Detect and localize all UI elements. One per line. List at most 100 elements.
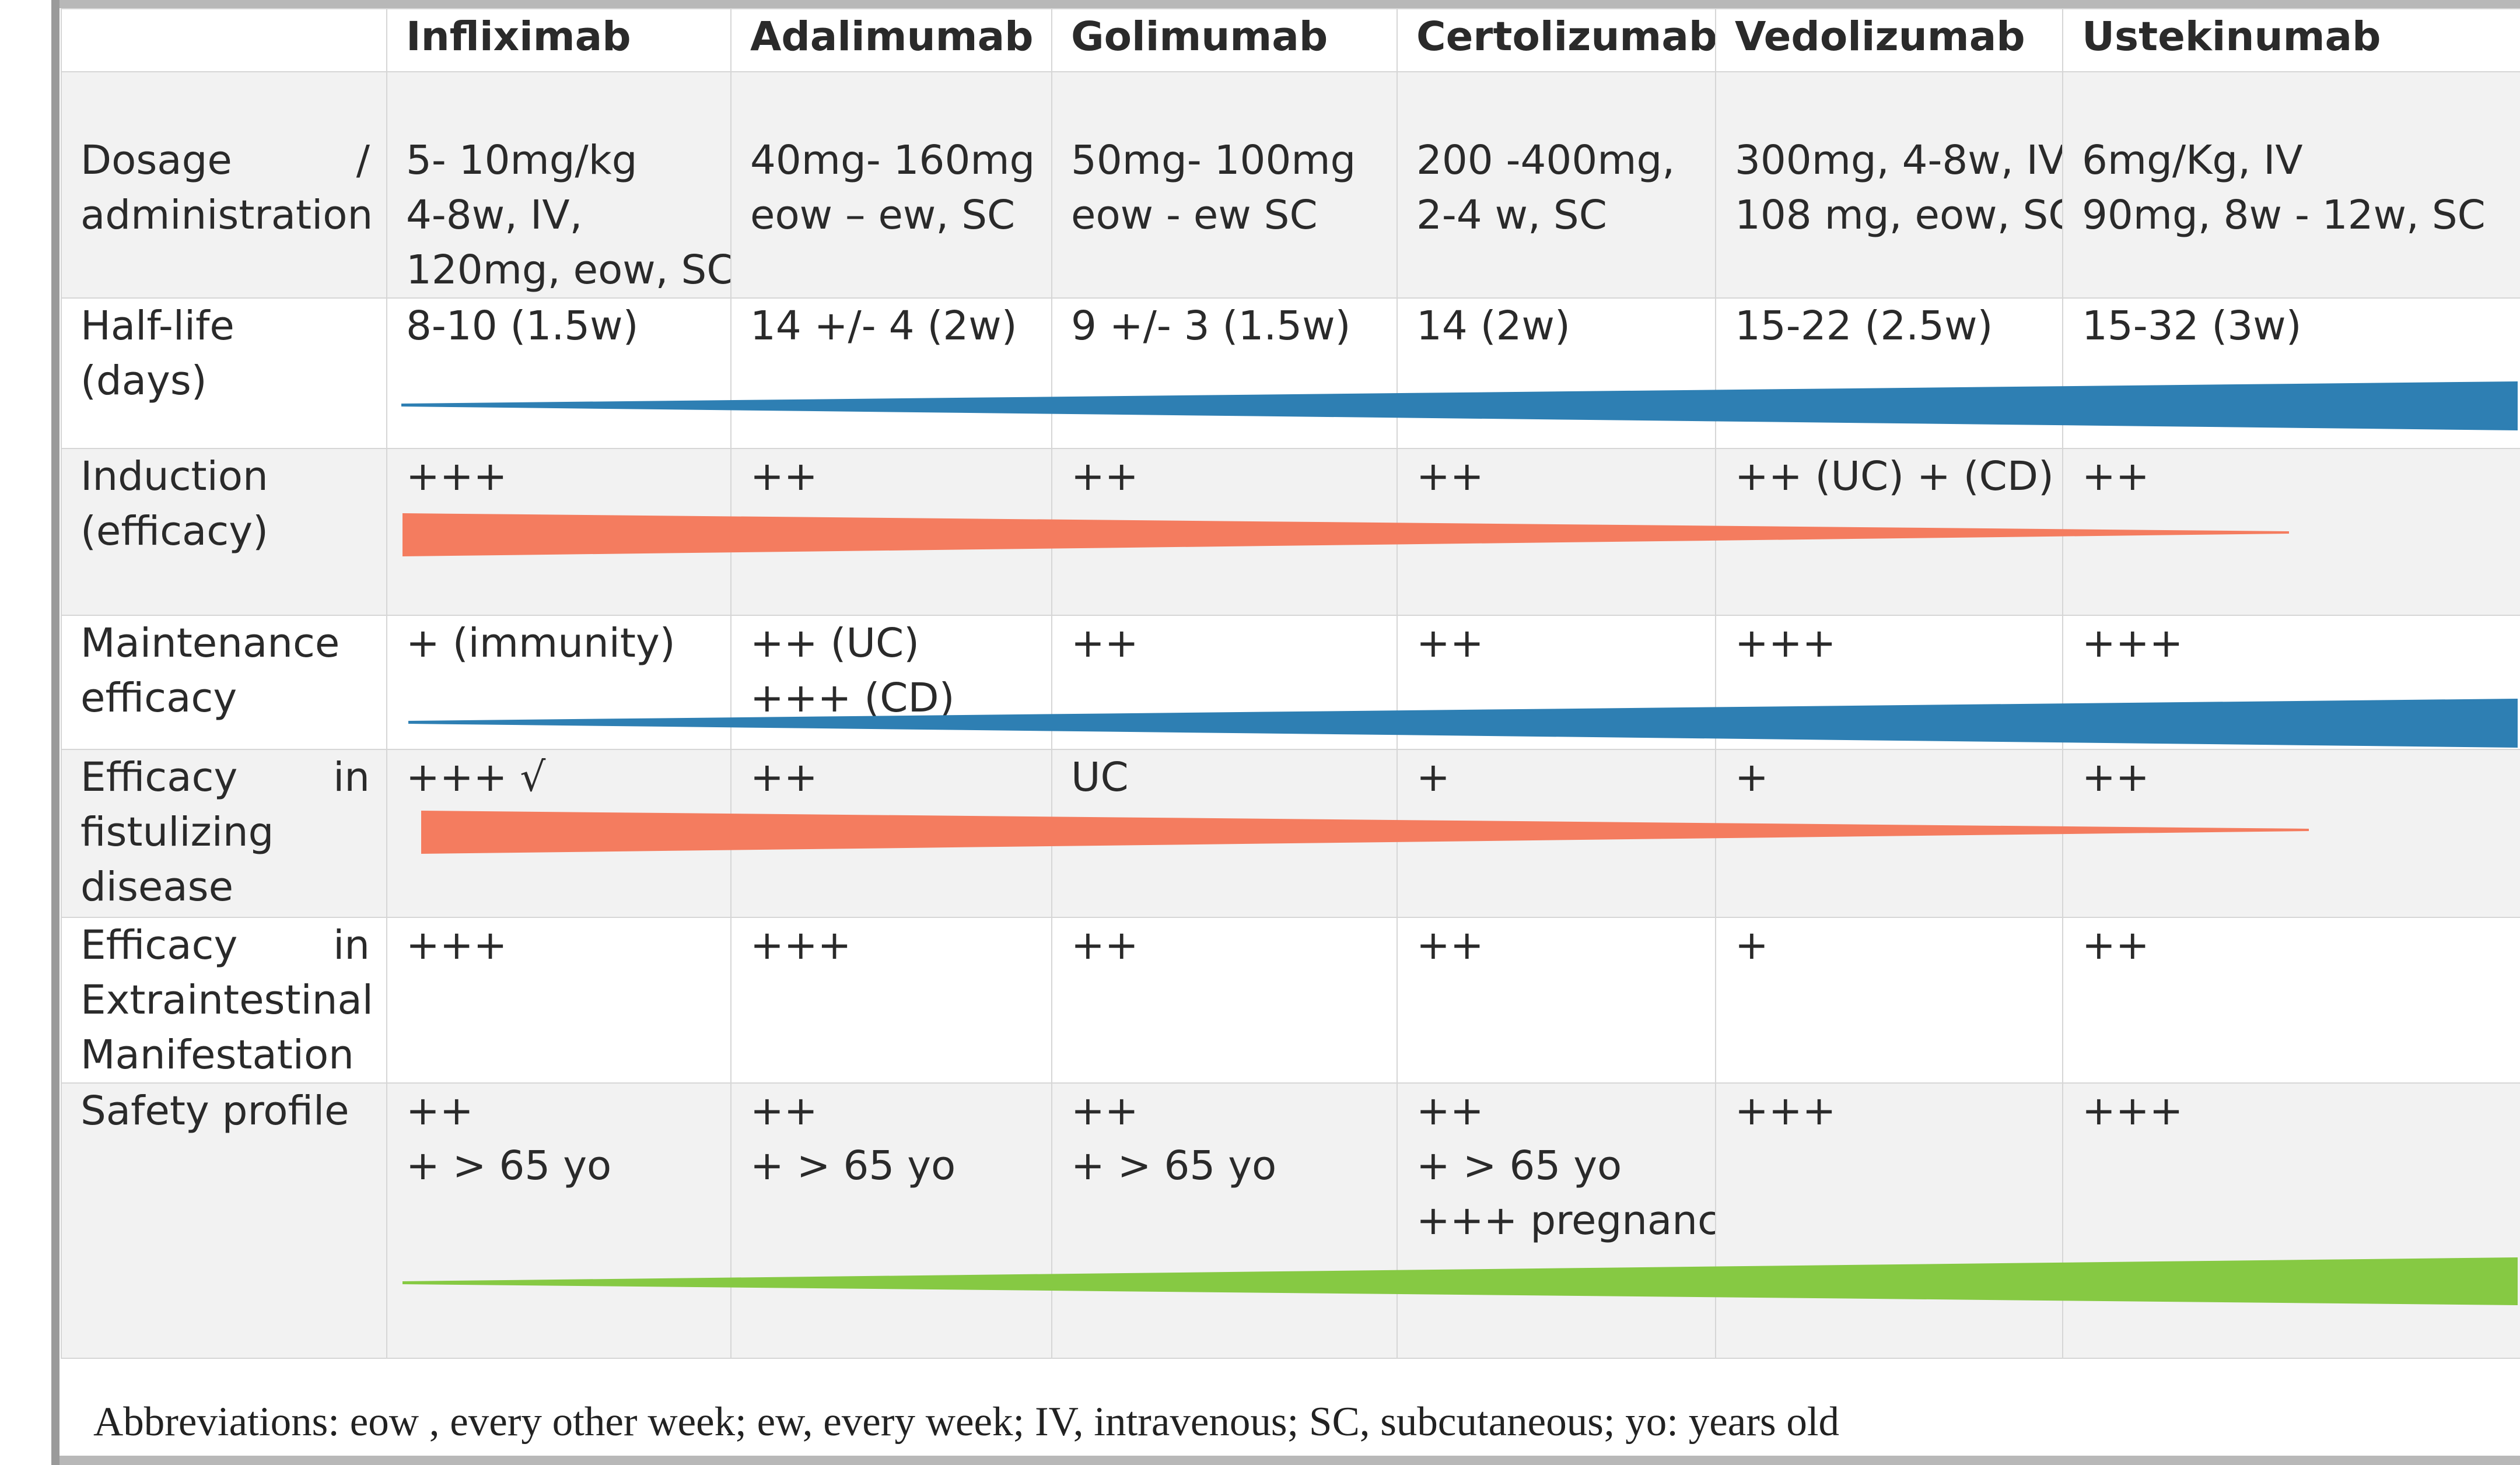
cell-line: +++ — [2082, 620, 2183, 667]
cell-line: 50mg- 100mg — [1071, 137, 1356, 184]
table-cell: ++ — [1396, 615, 1716, 750]
table-cell: 6mg/Kg, IV 90mg, 8w - 12w, SC — [2062, 71, 2520, 299]
cell-line: 5- 10mg/kg — [406, 137, 638, 184]
cell-line: ++ — [1071, 453, 1139, 500]
table-cell: + (immunity) — [386, 615, 732, 750]
cell-line: +++ — [2082, 1088, 2183, 1134]
cell-line: 108 mg, eow, SC — [1735, 192, 2063, 239]
table-row: Efficacy in fistulizing disease +++ √ ++ UC… — [61, 749, 2520, 918]
table-cell: ++ — [730, 749, 1052, 918]
column-header: Certolizumab — [1396, 8, 1716, 72]
cell-line: 90mg, 8w - 12w, SC — [2082, 192, 2486, 239]
cell-line: +++ — [1735, 1088, 1836, 1134]
table-cell: +++ — [2062, 1082, 2520, 1359]
column-header: Vedolizumab — [1715, 8, 2063, 72]
table-cell: 14 (2w) — [1396, 297, 1716, 449]
table-row: Safety profile ++ + > 65 yo ++ + > 65 yo ++ + … — [61, 1082, 2520, 1359]
table-cell: 5- 10mg/kg 4-8w, IV, 120mg, eow, SC — [386, 71, 732, 299]
cell-line: ++ — [1071, 922, 1139, 969]
cell-line: +++ — [1735, 620, 1836, 667]
table-cell: 15-32 (3w) — [2062, 297, 2520, 449]
row-label: Half-life (days) — [61, 297, 387, 449]
cell-line: ++ — [1071, 620, 1139, 667]
cell-line: eow - ew SC — [1071, 192, 1318, 239]
cell-line: 9 +/- 3 (1.5w) — [1071, 303, 1351, 349]
table-cell: UC — [1051, 749, 1398, 918]
table-row: Half-life (days) 8-10 (1.5w) 14 +/- 4 (2w)… — [61, 297, 2520, 449]
cell-line: ++ — [750, 754, 818, 801]
cell-line: + — [1416, 754, 1450, 801]
table-cell: +++ — [730, 917, 1052, 1084]
row-label: Dosage / administration — [61, 71, 387, 299]
cell-line: + — [1735, 922, 1769, 969]
table-cell: ++ — [730, 448, 1052, 616]
table-cell: 8-10 (1.5w) — [386, 297, 732, 449]
cell-line: 8-10 (1.5w) — [406, 303, 639, 349]
column-header: Infliximab — [386, 8, 732, 72]
cell-line: 300mg, 4-8w, IV — [1735, 137, 2063, 184]
table-cell: ++ (UC) + (CD) — [1715, 448, 2063, 616]
table-row: Dosage / administration 5- 10mg/kg 4-8w, I… — [61, 71, 2520, 299]
cell-line: +++ (CD) — [750, 675, 955, 721]
row-label: Maintenance efficacy — [61, 615, 387, 750]
table-cell: ++ + > 65 yo — [730, 1082, 1052, 1359]
cell-line: ++ — [1416, 453, 1484, 500]
top-border — [60, 0, 2520, 8]
cell-line: ++ — [750, 1088, 818, 1134]
cell-line: ++ — [1416, 1088, 1484, 1134]
table-cell: 200 -400mg, 2-4 w, SC — [1396, 71, 1716, 299]
table-cell: 300mg, 4-8w, IV 108 mg, eow, SC — [1715, 71, 2063, 299]
table-cell: +++ — [1715, 615, 2063, 750]
table-cell: ++ — [1051, 615, 1398, 750]
table-cell: ++ — [1396, 917, 1716, 1084]
table-cell: ++ — [2062, 917, 2520, 1084]
table-row: Efficacy in Extraintestinal Manifestatio… — [61, 917, 2520, 1084]
table-cell: ++ — [1396, 448, 1716, 616]
cell-line: + (immunity) — [406, 620, 676, 667]
column-header: Golimumab — [1051, 8, 1398, 72]
cell-line: ++ — [1416, 620, 1484, 667]
cell-line: 15-22 (2.5w) — [1735, 303, 1993, 349]
table-cell: +++ — [2062, 615, 2520, 750]
cell-line: 2-4 w, SC — [1416, 192, 1607, 239]
cell-line: +++ — [406, 453, 508, 500]
cell-line: ++ — [2082, 453, 2150, 500]
column-header: Ustekinumab — [2062, 8, 2520, 72]
cell-line: ++ — [1071, 1088, 1139, 1134]
cell-line: + > 65 yo — [406, 1142, 612, 1189]
header-row: Infliximab Adalimumab Golimumab Certoliz… — [61, 8, 2520, 72]
table-cell: 14 +/- 4 (2w) — [730, 297, 1052, 449]
cell-line: 200 -400mg, — [1416, 137, 1675, 184]
table-cell: 40mg- 160mg eow – ew, SC — [730, 71, 1052, 299]
cell-line: 14 (2w) — [1416, 303, 1570, 349]
cell-line: ++ — [2082, 754, 2150, 801]
table-cell: 50mg- 100mg eow - ew SC — [1051, 71, 1398, 299]
table-cell: ++ (UC) +++ (CD) — [730, 615, 1052, 750]
table-cell: ++ — [2062, 448, 2520, 616]
cell-line: UC — [1071, 754, 1129, 801]
table-cell: ++ — [2062, 749, 2520, 918]
cell-line: ++ — [2082, 922, 2150, 969]
abbreviations-footnote: Abbreviations: eow , every other week; e… — [93, 1399, 1840, 1445]
left-border — [51, 0, 60, 1465]
row-label: Efficacy in fistulizing disease — [61, 749, 387, 918]
table-cell: 9 +/- 3 (1.5w) — [1051, 297, 1398, 449]
table-row: Induction (efficacy) +++ ++ ++ ++ ++ (UC) + (… — [61, 448, 2520, 616]
cell-line: + > 65 yo — [1071, 1142, 1277, 1189]
column-header: Adalimumab — [730, 8, 1052, 72]
cell-line: + — [1735, 754, 1769, 801]
table-cell: 15-22 (2.5w) — [1715, 297, 2063, 449]
bottom-border — [60, 1456, 2520, 1465]
table-cell: + — [1396, 749, 1716, 918]
cell-line: 120mg, eow, SC — [406, 247, 731, 293]
table-cell: + — [1715, 917, 2063, 1084]
comparison-table: Infliximab Adalimumab Golimumab Certoliz… — [61, 8, 2520, 1359]
table-cell: ++ + > 65 yo — [1051, 1082, 1398, 1359]
table-cell: + — [1715, 749, 2063, 918]
cell-line: ++ (UC) + (CD) — [1735, 453, 2054, 500]
table-cell: ++ — [1051, 448, 1398, 616]
cell-line: ++ (UC) — [750, 620, 920, 667]
cell-line: ++ — [1416, 922, 1484, 969]
cell-line: + > 65 yo — [1416, 1142, 1622, 1189]
